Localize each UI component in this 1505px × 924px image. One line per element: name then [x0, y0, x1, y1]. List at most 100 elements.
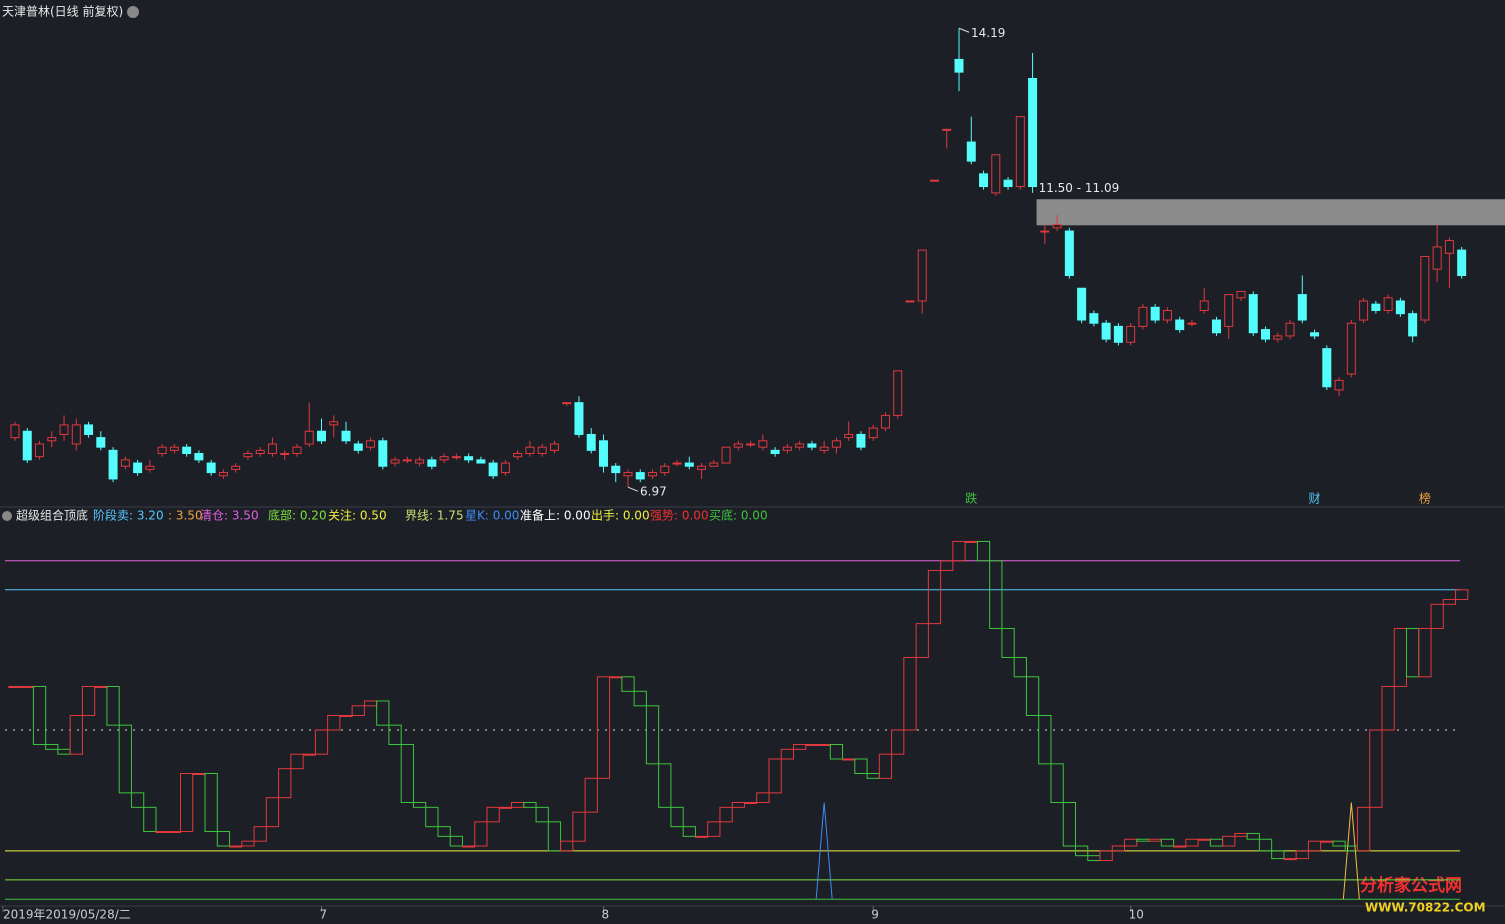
candle-body — [574, 402, 584, 435]
indicator-step — [278, 768, 292, 799]
indicator-step — [1455, 589, 1469, 600]
candle-body — [721, 446, 731, 464]
candle-body — [930, 179, 939, 182]
indicator-item: 关注: 0.50 — [328, 508, 387, 523]
indicator-step — [437, 826, 451, 837]
indicator-step — [633, 690, 647, 707]
indicator-step — [535, 806, 549, 823]
candle-body — [660, 465, 670, 474]
indicator-item: 强势: 0.00 — [650, 509, 709, 523]
event-marker: 榜 — [1419, 491, 1431, 506]
candle-body — [133, 462, 143, 474]
candle-body — [880, 414, 890, 429]
candle-body — [476, 459, 486, 464]
indicator-step — [1197, 838, 1211, 841]
candle-body — [807, 443, 817, 448]
indicator-item: 准备上: 0.00 — [520, 509, 591, 523]
candle-body — [1261, 329, 1271, 340]
candle-body — [684, 462, 694, 467]
candle-body — [182, 446, 192, 455]
indicator-step — [1222, 835, 1236, 847]
indicator-step — [829, 743, 844, 760]
indicator-step — [1356, 806, 1371, 852]
candle-body — [1371, 303, 1381, 311]
indicator-step — [976, 540, 991, 562]
signal-spike — [815, 802, 833, 900]
watermark-name: 分析家公式网 — [1360, 875, 1462, 896]
candle-body — [586, 433, 596, 451]
candle-body — [1187, 322, 1197, 325]
candle-body — [1052, 224, 1062, 229]
watermark-url: WWW.70822.COM — [1365, 901, 1486, 915]
indicator-step — [915, 623, 929, 658]
indicator-step — [216, 831, 231, 847]
indicator-step — [658, 763, 672, 808]
candle-body — [451, 456, 461, 459]
indicator-step — [94, 685, 108, 688]
indicator-step — [130, 792, 145, 808]
candle-body — [1444, 240, 1454, 254]
indicator-step — [376, 700, 390, 726]
candle-body — [488, 462, 498, 477]
candle-body — [1383, 297, 1393, 311]
candle-body — [280, 453, 290, 456]
indicator-step — [756, 792, 770, 804]
indicator-step — [731, 802, 745, 808]
indicator-step — [8, 685, 22, 688]
candle-body — [10, 424, 20, 439]
indicator-step — [793, 743, 807, 750]
indicator-step — [339, 714, 353, 717]
indicator-step — [964, 540, 978, 543]
candle-body — [231, 465, 241, 470]
indicator-step — [388, 724, 402, 745]
indicator-step — [314, 729, 329, 755]
candle-body — [1138, 306, 1148, 327]
candle-body — [1064, 230, 1074, 277]
candle-body — [120, 459, 130, 467]
indicator-step — [817, 743, 831, 746]
candle-body — [304, 430, 314, 445]
candle-body — [1457, 249, 1467, 277]
candle-body — [59, 424, 69, 435]
candle-body — [390, 459, 400, 464]
candle-body — [1113, 325, 1123, 343]
candle-body — [353, 443, 363, 451]
candle-body — [1322, 348, 1332, 388]
candle-body — [1395, 300, 1405, 315]
indicator-step — [1307, 840, 1322, 852]
menu-icon[interactable] — [2, 511, 12, 521]
candle-body — [464, 456, 474, 461]
indicator-step — [180, 772, 194, 833]
candle-body — [35, 443, 45, 458]
menu-icon[interactable] — [127, 6, 139, 18]
indicator-step — [167, 831, 182, 834]
indicator-step — [1369, 729, 1383, 808]
zone-label: 11.50 - 11.09 — [1039, 181, 1120, 195]
annotation-pointer — [627, 486, 639, 492]
indicator-step — [69, 714, 83, 755]
candle-body — [1236, 290, 1246, 299]
candle-body — [366, 440, 376, 448]
indicator-step — [204, 772, 218, 833]
indicator-item: 清仓: 3.50 — [200, 509, 259, 523]
candle-body — [733, 443, 743, 448]
candle-body — [341, 430, 351, 442]
candle-body — [979, 173, 989, 188]
candle-body — [549, 443, 559, 451]
indicator-step — [609, 676, 623, 679]
candle-body — [672, 462, 682, 465]
candle-body — [1211, 319, 1221, 334]
indicator-step — [842, 758, 856, 761]
indicator-step — [1320, 840, 1334, 843]
indicator-step — [302, 753, 316, 756]
indicator-step — [707, 821, 721, 837]
indicator-step — [1283, 858, 1297, 861]
indicator-step — [768, 758, 782, 794]
indicator-step — [1173, 845, 1187, 848]
indicator-step — [81, 685, 96, 716]
indicator-step — [523, 802, 537, 808]
indicator-step — [621, 676, 635, 692]
candle-body — [317, 430, 326, 442]
candle-body — [1199, 300, 1209, 311]
candle-body — [942, 128, 952, 131]
